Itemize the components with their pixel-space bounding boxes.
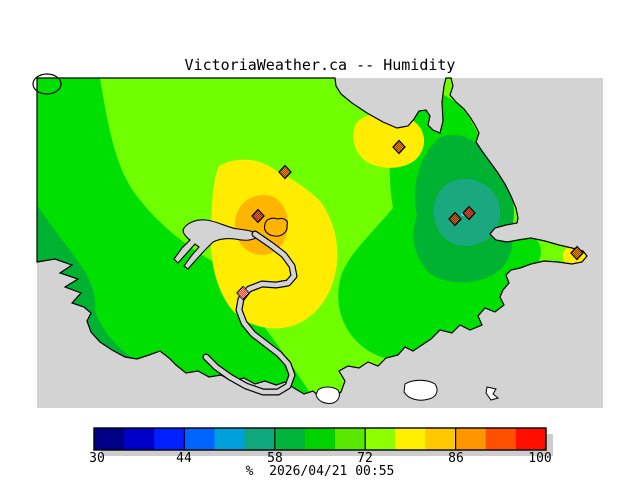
colorbar-swatch [214, 428, 246, 450]
colorbar-tick-marks [183, 428, 457, 450]
colorbar-tick-label: 44 [176, 451, 192, 466]
island-arc-northwest [32, 73, 62, 95]
colorbar-swatch [425, 428, 457, 450]
colorbar-swatch [455, 428, 487, 450]
coastal-patch-2 [403, 379, 438, 401]
colorbar-swatch [335, 428, 366, 450]
harbour-channel [203, 231, 297, 395]
colorbar [93, 427, 553, 456]
colorbar-swatch [485, 428, 517, 450]
colorbar-swatch [274, 428, 306, 450]
coastal-patch-1 [315, 386, 340, 404]
colorbar-swatch [94, 428, 125, 450]
colorbar-swatch [515, 428, 547, 450]
colorbar-tick-label: 86 [448, 451, 464, 466]
colorbar-swatch [124, 428, 155, 450]
band-orange-core [234, 194, 289, 255]
colorbar-swatches [94, 428, 547, 450]
colorbar-swatch [154, 428, 186, 450]
colorbar-tick-label: 30 [89, 451, 105, 466]
timestamp-label: % 2026/04/21 00:55 [245, 464, 395, 479]
plot-area [32, 73, 603, 408]
colorbar-tick-label: 72 [357, 451, 373, 466]
colorbar-tick-label: 58 [267, 451, 283, 466]
islet-south [485, 386, 500, 401]
page-title: VictoriaWeather.ca -- Humidity [184, 56, 456, 74]
colorbar-swatch [395, 428, 427, 450]
lake-outline [263, 217, 288, 237]
colorbar-border [93, 427, 547, 451]
colorbar-tick-label: 100 [528, 451, 552, 466]
colorbar-swatch [365, 428, 396, 450]
colorbar-swatch [184, 428, 216, 450]
harbour-inlet [173, 219, 259, 270]
colorbar-swatch [304, 428, 336, 450]
colorbar-swatch [244, 428, 276, 450]
